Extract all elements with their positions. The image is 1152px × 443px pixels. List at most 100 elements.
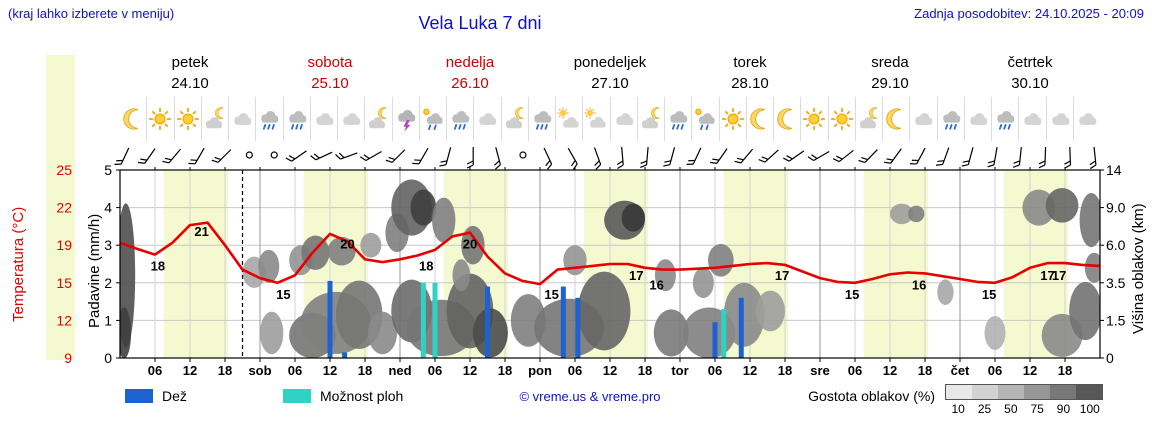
day-date: 25.10 [311, 75, 349, 92]
cloud-blob [446, 273, 494, 349]
wind-barb-icon [935, 147, 950, 166]
cloud-blob [534, 298, 605, 358]
sun-icon [827, 97, 855, 141]
moon-cloud-icon [364, 97, 391, 141]
time-tick-label: 12 [743, 363, 757, 378]
cloud-density-value: 90 [1056, 402, 1071, 416]
cloud-blob [120, 203, 136, 348]
rain-bars [327, 280, 744, 358]
temperature-label: 20 [463, 237, 477, 252]
cloud-blob [335, 280, 383, 349]
day-name: torek [733, 54, 767, 71]
cloud-icon [609, 97, 637, 141]
time-tick-label: 06 [428, 363, 442, 378]
day-band [443, 170, 508, 358]
cloud-density-label: Gostota oblakov (%) [808, 388, 935, 404]
cloud-blob [723, 282, 765, 347]
showers-legend-swatch [283, 389, 311, 403]
precip-tick: 3 [104, 237, 112, 253]
temperature-label: 16 [912, 277, 926, 292]
plot-frame [119, 169, 1101, 359]
day-header: četrtek 30.10 [960, 52, 1100, 98]
cloud-density-segment [972, 385, 998, 399]
cloud-blob [461, 225, 485, 265]
axis-ticks [116, 167, 1104, 362]
rain-icon [255, 97, 282, 141]
sun-icon [146, 97, 173, 141]
wind-barb-icon [359, 150, 382, 162]
cloud-blob [1069, 281, 1100, 341]
precip-tick: 2 [104, 275, 112, 291]
storm-icon [391, 97, 419, 141]
wind-barb-icon [1012, 146, 1022, 168]
day-name: sobota [307, 54, 353, 71]
day-header: nedelja 26.10 [400, 52, 540, 98]
cloud-blob [1022, 189, 1056, 226]
wind-barb-icon [884, 148, 902, 164]
rain-bar [738, 297, 744, 358]
wind-barb-icon [285, 150, 307, 162]
cloud-icon [1018, 97, 1045, 141]
day-name: nedelja [445, 54, 495, 71]
cloud-blob [755, 290, 785, 332]
cloud-density-value: 100 [1079, 402, 1100, 416]
cloud-icon [228, 97, 255, 141]
wind-barb-icon [385, 149, 406, 163]
wind-barb-icon [543, 147, 553, 170]
sun-rain-icon [418, 97, 446, 141]
sun-cloud-icon [582, 97, 609, 141]
time-tick-label: 12 [323, 363, 337, 378]
cloud-blob [472, 308, 508, 358]
wind-barb-icon [758, 149, 779, 163]
precip-tick: 1 [104, 312, 112, 328]
cloud-density-value: 50 [1004, 402, 1018, 416]
rain-legend-swatch [125, 389, 153, 403]
wind-barb-icon [412, 147, 429, 165]
cloud-blob [301, 235, 330, 270]
time-tick-label: 18 [218, 363, 232, 378]
time-tick-label: 06 [988, 363, 1002, 378]
cloud-blob [385, 213, 409, 253]
cloud-blob [405, 299, 476, 357]
day-band [303, 170, 368, 358]
temperature-line [119, 221, 1101, 286]
cloud-density-segment [1050, 385, 1076, 399]
cloud-blob [890, 203, 914, 225]
cloud-blob [653, 309, 689, 357]
time-tick-label: 18 [918, 363, 932, 378]
cloud-blob [391, 179, 433, 236]
cloud-blob [1084, 252, 1100, 283]
grid-lines [120, 169, 1100, 359]
time-tick-label: čet [951, 363, 970, 378]
time-tick-label: 18 [358, 363, 372, 378]
rain-icon [446, 97, 473, 141]
time-tick-label: 12 [463, 363, 477, 378]
cloud-blob [391, 279, 433, 343]
copyright-link[interactable]: © vreme.us & vreme.pro [519, 389, 661, 404]
time-tick-label: 06 [288, 363, 302, 378]
wind-barb-icon [782, 150, 805, 162]
cloud-blob [367, 311, 398, 355]
cloud-blob [708, 243, 734, 277]
page-title: Vela Luka 7 dni [418, 13, 542, 33]
day-date: 24.10 [171, 75, 209, 92]
temperature-label: 15 [276, 287, 290, 302]
cloud-icon [309, 97, 337, 141]
moon-cloud-icon [200, 97, 228, 141]
cloud-height-axis-title: Višina oblakov (km) [1130, 203, 1147, 334]
sun-cloud-icon [555, 97, 582, 141]
wind-barb-row [114, 146, 1097, 170]
moon-cloud-icon [636, 97, 664, 141]
temperature-label: 17 [1040, 268, 1054, 283]
precip-tick: 5 [104, 162, 112, 178]
time-tick-label: 06 [148, 363, 162, 378]
temperature-label: 17 [1052, 268, 1066, 283]
day-band [1003, 170, 1068, 358]
temperature-label: 20 [340, 237, 354, 252]
moon-cloud-icon [854, 97, 882, 141]
wind-barb-icon [114, 147, 130, 165]
showers-legend-label: Možnost ploh [320, 388, 404, 404]
time-tick-label: sob [248, 363, 271, 378]
cloud-blob [242, 256, 266, 288]
